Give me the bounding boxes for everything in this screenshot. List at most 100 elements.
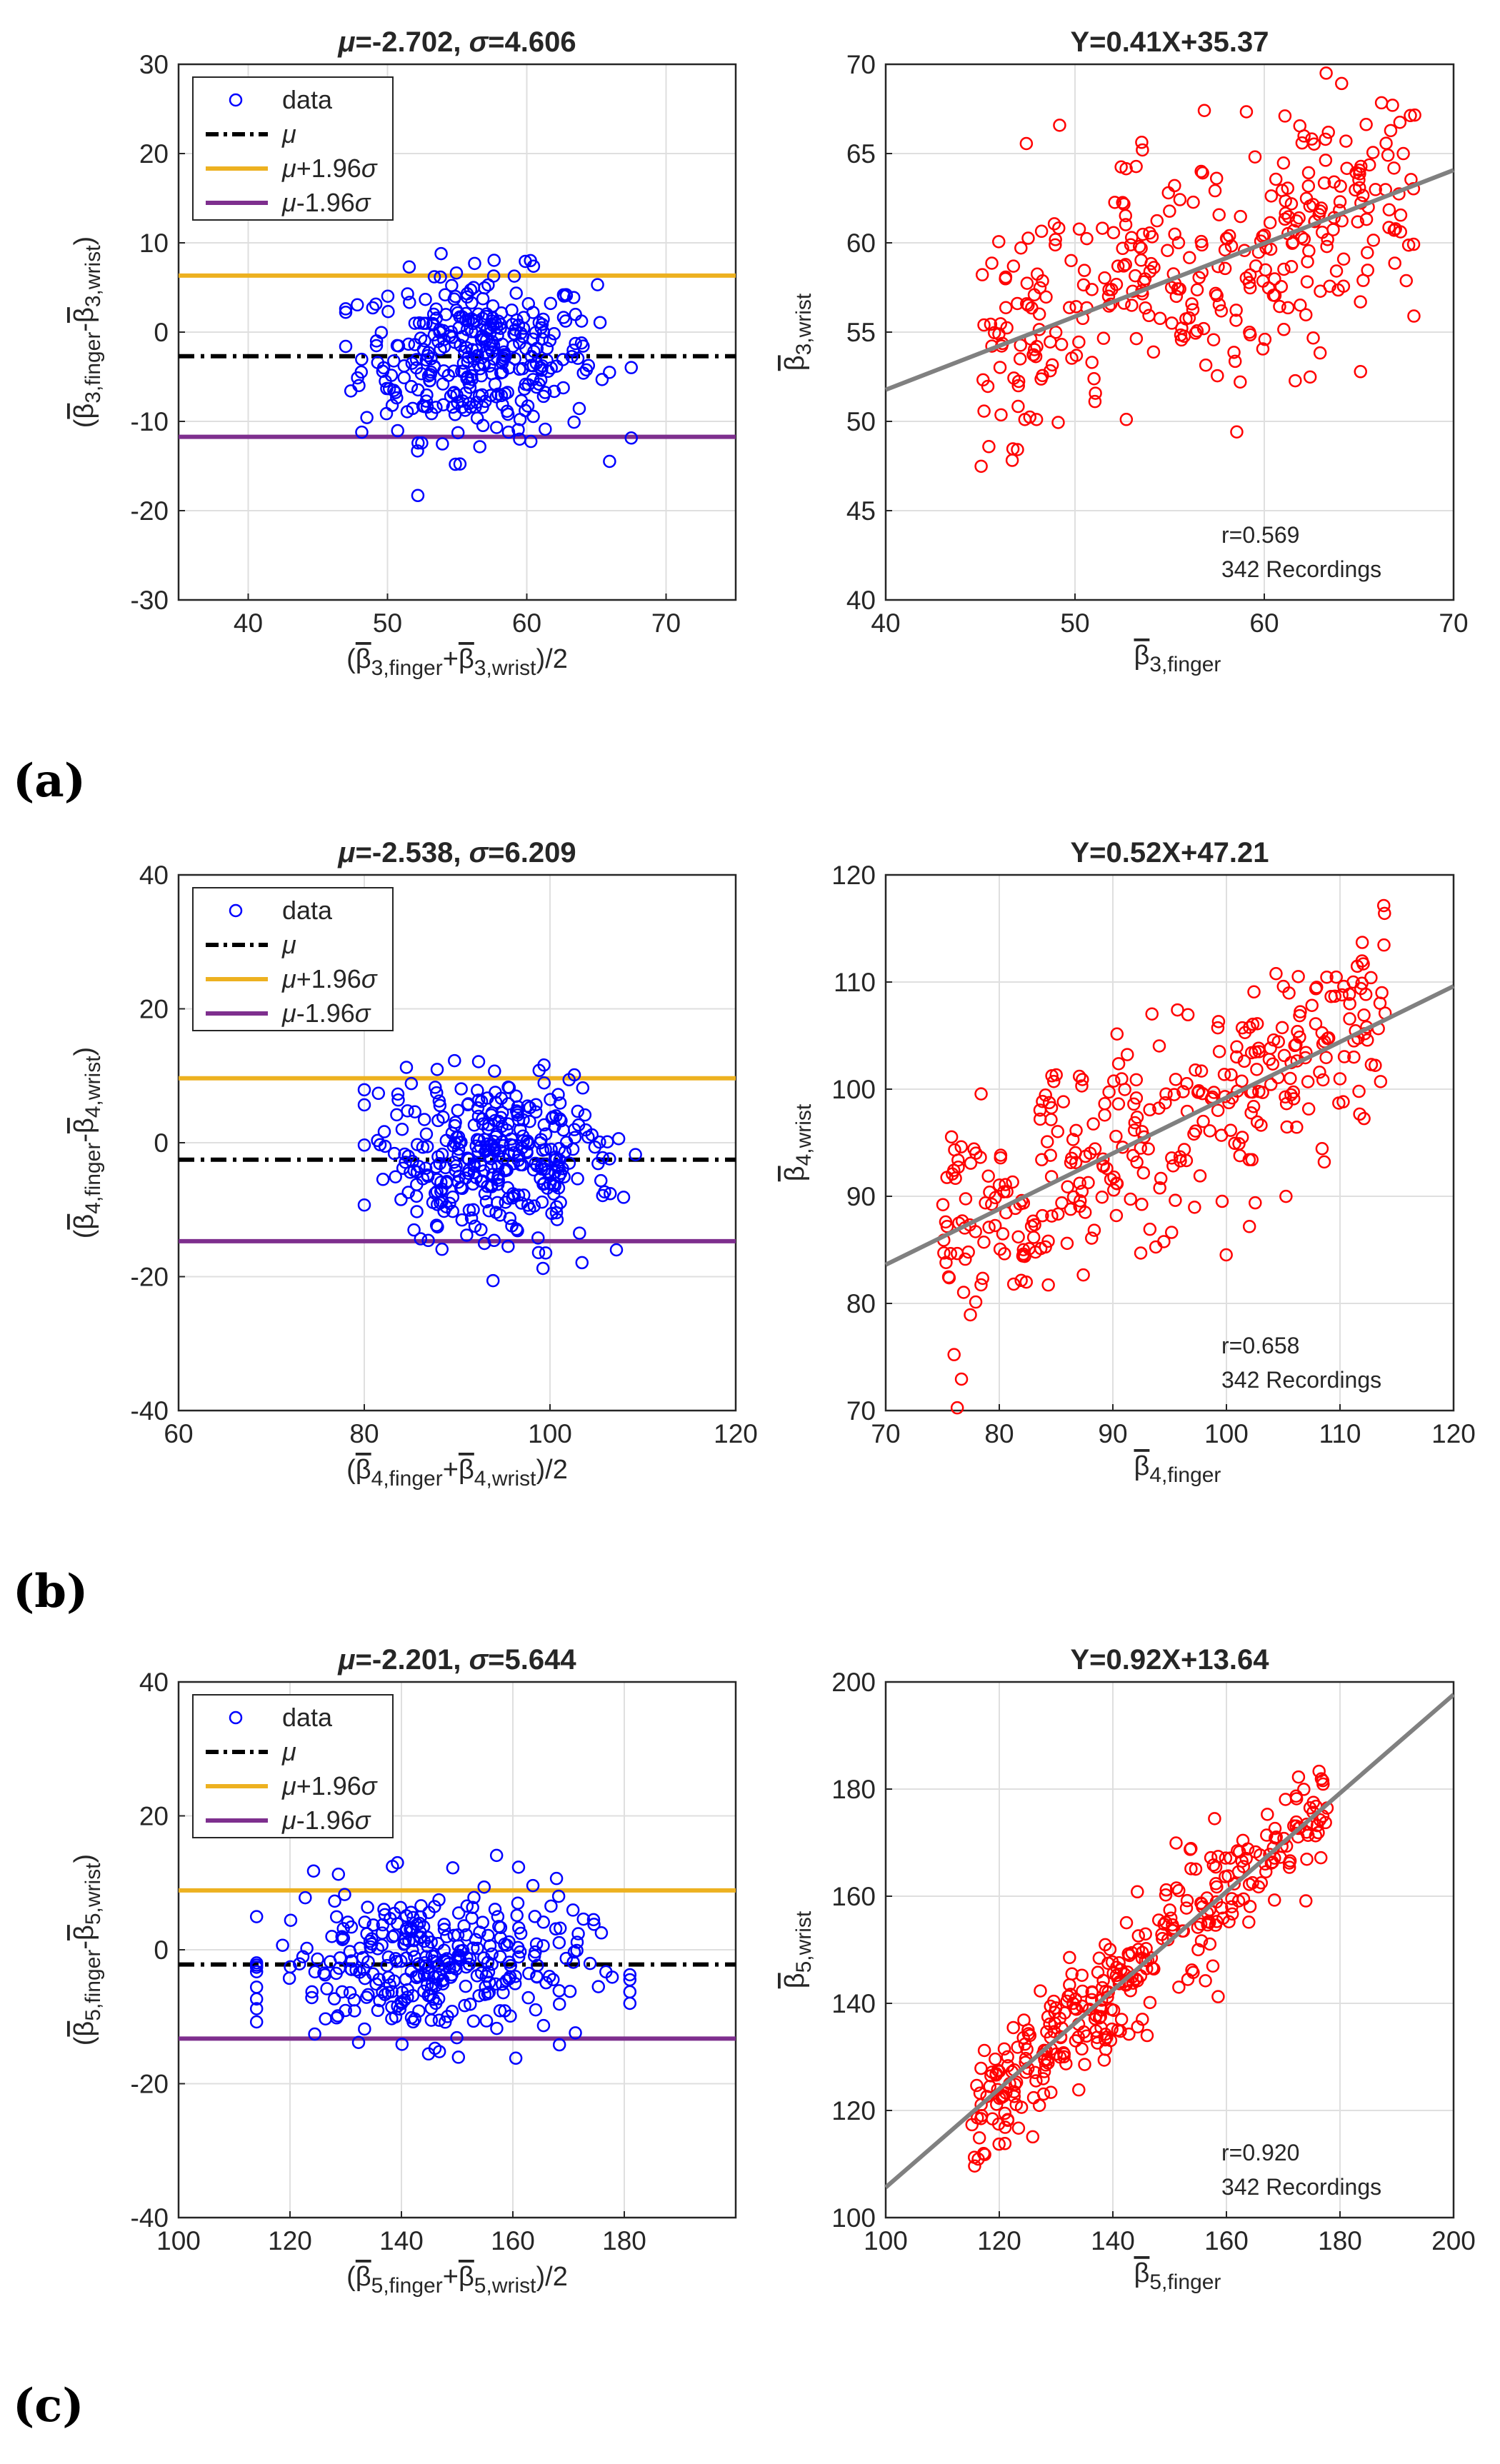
corr-data-point: [970, 2110, 984, 2125]
corr-data-point: [1306, 198, 1320, 211]
ba-data-point: [410, 1165, 424, 1179]
ba-data-point: [549, 1109, 563, 1123]
ba-data-point: [396, 1161, 410, 1175]
ba-data-point: [490, 2021, 504, 2035]
corr-data-point: [1109, 1129, 1123, 1143]
beta-subscript: 5,finger: [371, 2274, 443, 2298]
corr-ytick-label: 40: [846, 586, 876, 615]
ba-data-point: [348, 2004, 361, 2018]
ba-data-point: [324, 1955, 337, 1969]
corr-data-point: [1099, 1938, 1112, 1952]
corr-data-point: [1329, 970, 1343, 984]
ba-data-point: [588, 1140, 602, 1154]
ba-data-point: [489, 1848, 504, 1863]
corr-data-point: [1243, 268, 1257, 282]
corr-data-point: [1257, 228, 1271, 242]
corr-data-point: [1080, 231, 1094, 246]
ba-data-point: [576, 366, 591, 380]
corr-data-point: [1284, 260, 1299, 274]
ba-data-point: [446, 1190, 460, 1204]
ba-data-point: [455, 401, 469, 414]
corr-data-point: [1069, 2034, 1083, 2048]
corr-data-point: [1387, 224, 1401, 237]
recordings-count: 342 Recordings: [1221, 2174, 1381, 2200]
corr-data-point: [1250, 1017, 1264, 1031]
ba-data-point: [470, 1969, 484, 1983]
corr-title: Y=0.92X+13.64: [1070, 1644, 1269, 1676]
ba-data-point: [335, 1985, 349, 1999]
corr-data-point: [1005, 454, 1019, 467]
corr-ytick-label: 60: [846, 229, 876, 258]
corr-data-point: [1334, 179, 1347, 193]
corr-ytick-label: 140: [831, 1989, 876, 2018]
corr-data-point: [1309, 1017, 1323, 1031]
ba-data-point: [481, 1965, 496, 1979]
ba-data-point: [354, 365, 369, 379]
ba-data-point: [465, 343, 479, 356]
corr-data-point: [974, 1087, 988, 1101]
corr-data-point: [1219, 1248, 1233, 1262]
corr-data-point: [1076, 1073, 1089, 1086]
ba-data-point: [432, 1094, 446, 1108]
ba-data-point: [497, 349, 511, 362]
corr-data-point: [1039, 290, 1053, 304]
corr-data-point: [1040, 1135, 1054, 1148]
corr-data-point: [1177, 329, 1191, 344]
legend-label-upper: μ+1.96σ: [281, 1771, 378, 1801]
ba-data-point: [509, 2051, 523, 2065]
ba-data-point: [406, 401, 420, 416]
corr-data-point: [1143, 1103, 1156, 1117]
corr-data-point: [1177, 1143, 1191, 1156]
ba-data-point: [327, 1992, 341, 2005]
ba-data-point: [471, 1083, 484, 1097]
corr-data-point: [1276, 156, 1291, 170]
corr-data-point: [1051, 416, 1065, 429]
corr-data-point: [992, 235, 1006, 249]
corr-data-point: [1111, 1057, 1126, 1071]
ba-data-point: [414, 1899, 428, 1913]
ba-data-point: [598, 1185, 611, 1199]
legend-label-mu: μ: [281, 930, 296, 959]
bland-altman-plot: 60 80 100 120-40-2002040dataμμ+1.96σμ-1.96σ…: [69, 837, 758, 1491]
ba-data-point: [443, 1196, 456, 1211]
ba-data-point: [420, 400, 434, 414]
ba-data-point: [529, 1937, 544, 1951]
row-3: 100 120 140 160 180-40-2002040dataμμ+1.96σμ-…: [13, 1644, 1476, 2433]
corr-data-point: [1184, 1842, 1198, 1855]
corr-ytick-label: 200: [831, 1668, 876, 1697]
ba-data-point: [526, 409, 540, 424]
ba-data-point: [460, 1228, 474, 1242]
ba-title: μ=-2.538, σ=6.209: [337, 837, 576, 868]
corr-data-point: [937, 1246, 951, 1260]
corr-data-point: [1209, 171, 1224, 185]
ba-data-point: [344, 1954, 359, 1968]
ba-data-point: [476, 1117, 490, 1131]
corr-data-point: [1109, 277, 1124, 291]
corr-data-point: [1211, 1990, 1225, 2003]
corr-data-point: [1314, 201, 1328, 215]
corr-data-point: [1073, 1176, 1086, 1190]
ba-data-point: [505, 1219, 519, 1233]
corr-data-point: [967, 1142, 981, 1156]
ba-data-point: [486, 1273, 500, 1288]
paren: (: [346, 2262, 356, 2292]
corr-data-point: [1087, 1223, 1101, 1237]
corr-data-point: [1291, 1821, 1306, 1836]
corr-data-point: [1096, 331, 1111, 345]
corr-data-point: [1116, 259, 1131, 273]
ba-xtick-label: 100: [156, 2226, 201, 2255]
corr-data-point: [1378, 906, 1391, 921]
ba-data-point: [433, 1098, 447, 1113]
ba-data-point: [547, 384, 561, 399]
corr-data-point: [1049, 1068, 1063, 1082]
corr-data-point: [936, 1198, 950, 1211]
corr-data-point: [1011, 1230, 1025, 1244]
legend-label-lower: μ-1.96σ: [281, 1806, 371, 1835]
corr-ytick-label: 70: [846, 50, 876, 79]
ba-data-point: [249, 2002, 264, 2015]
corr-data-point: [1362, 158, 1376, 172]
beta-subscript: 3,wrist: [792, 293, 816, 355]
corr-data-point: [1190, 283, 1204, 296]
corr-data-point: [1086, 1117, 1100, 1131]
correlation-plot: 100 120 140 160 180 200 100 120 140 160 180 200 Y=0.…: [780, 1644, 1476, 2294]
